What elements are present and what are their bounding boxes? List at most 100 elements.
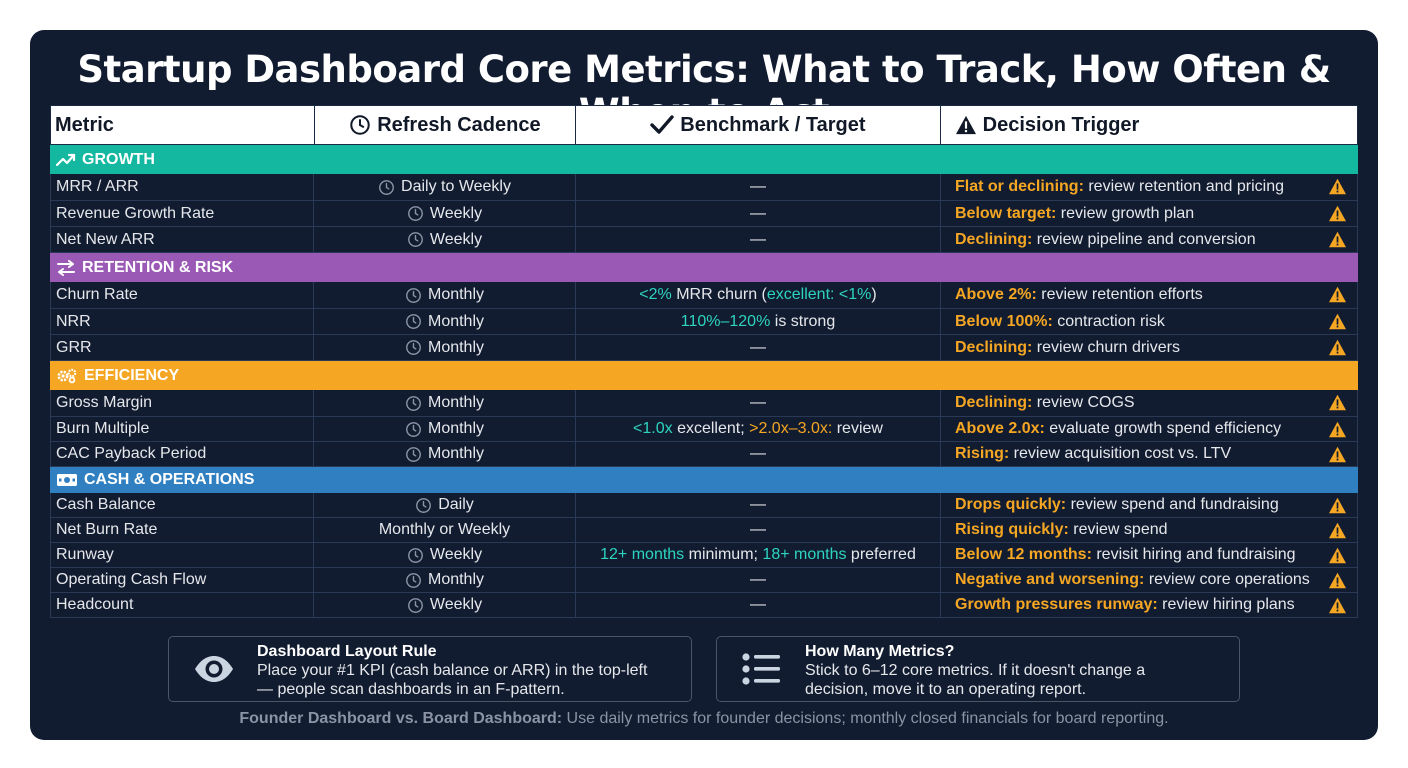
cadence-label: Weekly bbox=[429, 204, 483, 222]
trigger-condition: Growth pressures runway: bbox=[955, 596, 1158, 613]
layout-rule-line1: Place your #1 KPI (cash balance or ARR) … bbox=[257, 662, 648, 679]
benchmark-segment: 110%–120% bbox=[680, 312, 771, 330]
benchmark-segment: preferred bbox=[846, 546, 916, 563]
benchmark-segment: is strong bbox=[770, 312, 836, 330]
warning-icon bbox=[1329, 394, 1346, 411]
trigger-action: review spend and fundraising bbox=[1066, 496, 1279, 513]
metric-name: GRR bbox=[50, 335, 314, 360]
trigger-condition: Declining: bbox=[955, 394, 1033, 411]
metric-name: Net New ARR bbox=[50, 227, 314, 252]
trigger-action: review acquisition cost vs. LTV bbox=[1009, 445, 1232, 462]
trigger-condition: Declining: bbox=[955, 338, 1033, 356]
decision-trigger: Below 12 months: revisit hiring and fund… bbox=[941, 543, 1358, 567]
trigger-condition: Below 12 months: bbox=[955, 546, 1092, 563]
table-row: CAC Payback Period Monthly — Rising: review… bbox=[50, 442, 1358, 467]
benchmark-target: — bbox=[576, 593, 941, 617]
header-trigger: Decision Trigger bbox=[941, 106, 1357, 144]
trigger-condition: Rising quickly: bbox=[955, 521, 1069, 538]
benchmark-target: — bbox=[576, 442, 941, 466]
decision-trigger: Below target: review growth plan bbox=[941, 201, 1358, 226]
warning-icon bbox=[1329, 597, 1346, 614]
cadence-label: Monthly bbox=[427, 571, 485, 588]
refresh-cadence: Weekly bbox=[314, 593, 576, 617]
warning-icon bbox=[1329, 446, 1346, 463]
trigger-condition: Above 2.0x: bbox=[955, 420, 1045, 437]
cadence-label: Daily to Weekly bbox=[401, 178, 511, 195]
decision-trigger: Rising quickly: review spend bbox=[941, 518, 1358, 542]
section-label: GROWTH bbox=[82, 150, 155, 168]
list-icon bbox=[742, 653, 780, 685]
header-benchmark-label: Benchmark / Target bbox=[680, 113, 866, 136]
cadence-label: Weekly bbox=[429, 230, 483, 248]
trigger-action: revisit hiring and fundraising bbox=[1091, 546, 1296, 563]
cadence-label: Monthly bbox=[427, 286, 485, 303]
section-header: GROWTH bbox=[50, 145, 1358, 174]
refresh-cadence: Monthly bbox=[314, 390, 576, 416]
warning-icon bbox=[1329, 547, 1346, 564]
header-benchmark: Benchmark / Target bbox=[576, 106, 941, 144]
warning-icon bbox=[1329, 572, 1346, 589]
clock-icon bbox=[407, 547, 423, 563]
table-row: Runway Weekly 12+ months minimum; 18+ mont… bbox=[50, 543, 1358, 568]
clock-icon bbox=[350, 115, 370, 135]
warning-icon bbox=[1329, 497, 1346, 514]
benchmark-segment: — bbox=[750, 230, 766, 248]
refresh-cadence: Monthly bbox=[314, 282, 576, 308]
header-cadence: Refresh Cadence bbox=[315, 106, 577, 144]
decision-trigger: Declining: review pipeline and conversio… bbox=[941, 227, 1358, 252]
benchmark-segment: excellent: <1% bbox=[766, 286, 872, 303]
warning-icon bbox=[1329, 178, 1346, 195]
trigger-action: review pipeline and conversion bbox=[1032, 230, 1256, 248]
trigger-condition: Below 100%: bbox=[955, 312, 1053, 330]
trigger-condition: Negative and worsening: bbox=[955, 571, 1145, 588]
decision-trigger: Above 2.0x: evaluate growth spend effici… bbox=[941, 417, 1358, 441]
trending-up-icon bbox=[56, 153, 82, 167]
layout-rule-title: Dashboard Layout Rule bbox=[257, 643, 437, 660]
metric-name: Burn Multiple bbox=[50, 417, 314, 441]
section-header: RETENTION & RISK bbox=[50, 253, 1358, 282]
metric-name: CAC Payback Period bbox=[50, 442, 314, 466]
refresh-cadence: Weekly bbox=[314, 227, 576, 252]
benchmark-segment: — bbox=[750, 445, 766, 462]
benchmark-segment: 18+ months bbox=[762, 546, 847, 563]
refresh-cadence: Monthly bbox=[314, 442, 576, 466]
gears-icon bbox=[56, 367, 84, 385]
refresh-cadence: Monthly bbox=[314, 309, 576, 334]
footer-bold: Founder Dashboard vs. Board Dashboard: bbox=[239, 710, 563, 727]
benchmark-target: — bbox=[576, 227, 941, 252]
warning-icon bbox=[1329, 313, 1346, 330]
layout-rule-box: Dashboard Layout Rule Place your #1 KPI … bbox=[168, 636, 692, 702]
trigger-condition: Rising: bbox=[955, 445, 1010, 462]
benchmark-segment: — bbox=[750, 521, 766, 538]
benchmark-target: <1.0x excellent; >2.0x–3.0x: review bbox=[576, 417, 941, 441]
warning-icon bbox=[1329, 339, 1346, 356]
table-row: Operating Cash Flow Monthly — Negative and … bbox=[50, 568, 1358, 593]
how-many-text: Stick to 6–12 core metrics. If it doesn'… bbox=[805, 661, 1145, 699]
metric-name: Revenue Growth Rate bbox=[50, 201, 314, 226]
trigger-condition: Flat or declining: bbox=[955, 178, 1084, 195]
section-label: CASH & OPERATIONS bbox=[84, 471, 255, 488]
table-row: NRR Monthly 110%–120% is strong Below 100%:… bbox=[50, 309, 1358, 335]
benchmark-target: — bbox=[576, 568, 941, 592]
trigger-action: review core operations bbox=[1144, 571, 1310, 588]
layout-rule-line2: — people scan dashboards in an F-pattern… bbox=[257, 681, 565, 698]
benchmark-segment: — bbox=[750, 204, 766, 222]
cadence-label: Monthly or Weekly bbox=[378, 521, 511, 538]
benchmark-segment: excellent; bbox=[672, 420, 750, 437]
table-row: Gross Margin Monthly — Declining: review CO… bbox=[50, 390, 1358, 417]
footer-note: Founder Dashboard vs. Board Dashboard: U… bbox=[30, 710, 1378, 728]
clock-icon bbox=[406, 421, 421, 437]
refresh-cadence: Monthly bbox=[314, 417, 576, 441]
how-many-title: How Many Metrics? bbox=[805, 643, 955, 660]
refresh-cadence: Monthly or Weekly bbox=[314, 518, 576, 542]
decision-trigger: Growth pressures runway: review hiring p… bbox=[941, 593, 1358, 617]
trigger-action: review retention efforts bbox=[1036, 286, 1203, 303]
swap-arrows-icon bbox=[56, 259, 82, 276]
decision-trigger: Negative and worsening: review core oper… bbox=[941, 568, 1358, 592]
table-row: GRR Monthly — Declining: review churn drive… bbox=[50, 335, 1358, 361]
clock-icon bbox=[406, 340, 421, 355]
table-row: Cash Balance Daily — Drops quickly: review … bbox=[50, 493, 1358, 518]
how-many-box: How Many Metrics? Stick to 6–12 core met… bbox=[716, 636, 1240, 702]
clock-icon bbox=[406, 287, 421, 303]
cadence-label: Monthly bbox=[427, 445, 485, 462]
